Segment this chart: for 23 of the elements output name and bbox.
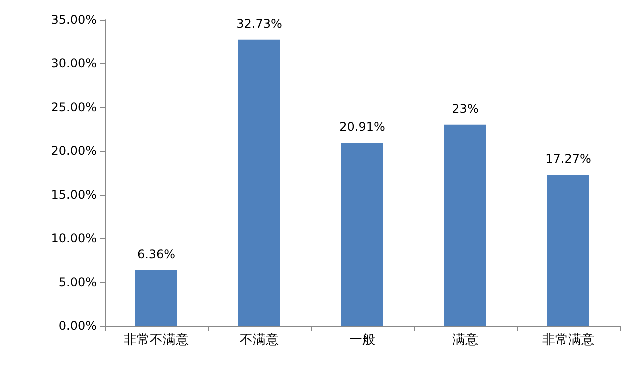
y-tick-label: 0.00% xyxy=(58,319,97,333)
y-tick-label: 30.00% xyxy=(51,56,97,71)
data-label: 32.73% xyxy=(236,16,282,31)
bar xyxy=(238,40,280,326)
y-tick-label: 20.00% xyxy=(51,144,97,158)
y-tick-label: 35.00% xyxy=(51,13,97,27)
data-label: 20.91% xyxy=(340,120,386,134)
y-tick-label: 5.00% xyxy=(58,275,97,290)
x-tick-label: 非常满意 xyxy=(542,333,594,348)
x-tick-label: 非常不满意 xyxy=(124,333,189,348)
y-tick-label: 25.00% xyxy=(51,100,97,114)
x-tick-label: 一般 xyxy=(350,333,376,348)
y-tick-label: 15.00% xyxy=(51,188,97,202)
data-label: 17.27% xyxy=(546,152,592,166)
x-tick-label: 不满意 xyxy=(240,333,279,348)
data-label: 6.36% xyxy=(137,247,176,262)
bar xyxy=(548,175,590,326)
bar xyxy=(444,124,486,326)
data-label: 23% xyxy=(452,102,479,116)
bar xyxy=(136,270,178,326)
x-tick-label: 满意 xyxy=(452,333,478,348)
y-tick-label: 10.00% xyxy=(51,232,97,246)
bar xyxy=(342,143,384,326)
